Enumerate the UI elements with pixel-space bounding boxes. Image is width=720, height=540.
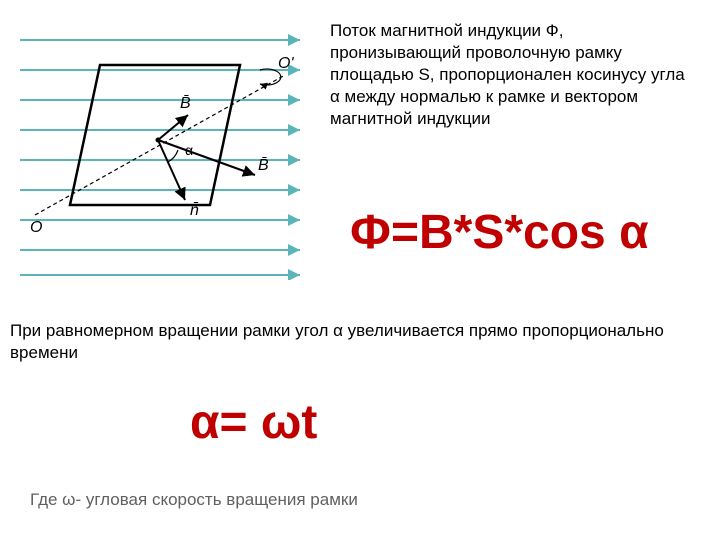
label-alpha: α [185, 142, 193, 158]
label-B-right: B̄ [258, 157, 269, 174]
label-n: n̄ [190, 202, 199, 219]
formula-angle: α= ωt [190, 395, 317, 450]
label-B-up: B̄ [180, 95, 191, 112]
mid-text: При равномерном вращении рамки угол α ув… [10, 320, 710, 364]
formula-flux: Ф=B*S*cos α [350, 205, 649, 260]
bottom-text: Где ω- угловая скорость вращения рамки [30, 490, 358, 510]
label-O: O [30, 219, 42, 236]
magnetic-flux-diagram: O O' B̄ B̄ n̄ α [10, 20, 310, 280]
diagram-svg: O O' B̄ B̄ n̄ α [10, 20, 310, 280]
label-Oprime: O' [278, 55, 294, 72]
